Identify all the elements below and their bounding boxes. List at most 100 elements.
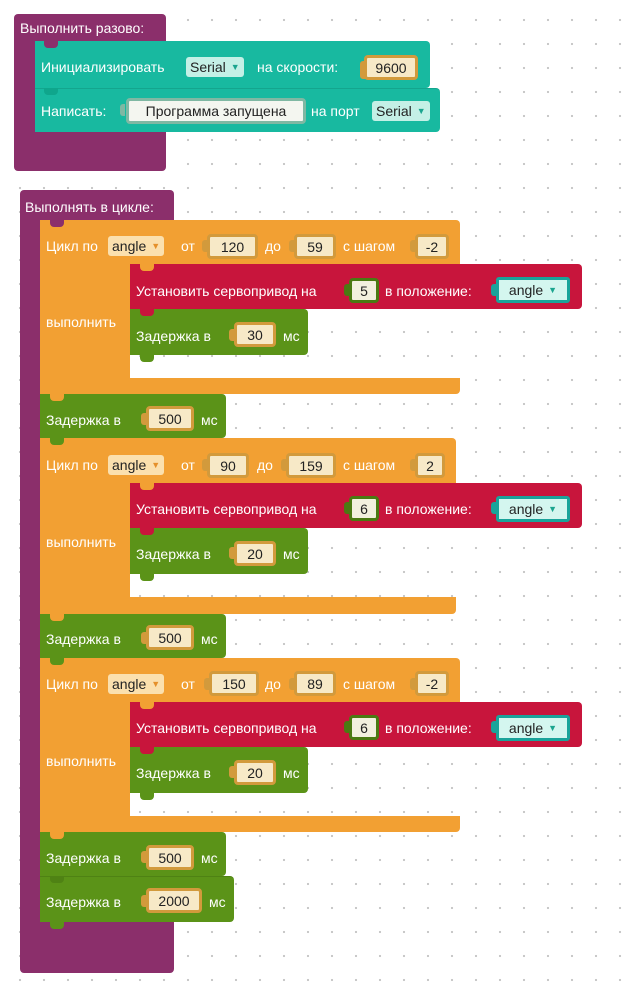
to-value: 159: [299, 457, 323, 474]
from-input[interactable]: 90: [207, 453, 249, 478]
to-label: до: [257, 457, 273, 473]
delay-label: Задержка в: [46, 894, 121, 910]
servo-angle-value: angle: [508, 720, 544, 736]
delay-input[interactable]: 20: [234, 541, 276, 566]
step-value: -2: [425, 238, 439, 255]
loop-var-dropdown[interactable]: angle ▼: [108, 236, 165, 256]
notch: [50, 876, 64, 883]
delay-label: Задержка в: [46, 631, 121, 647]
serial-port-dropdown[interactable]: Serial ▼: [186, 57, 244, 77]
input-nub: [344, 284, 349, 296]
from-label: от: [181, 238, 195, 254]
loop-var-value: angle: [112, 676, 147, 692]
from-input[interactable]: 150: [209, 671, 259, 696]
delay-input[interactable]: 20: [234, 760, 276, 785]
input-nub: [120, 104, 125, 116]
input-nub: [410, 459, 415, 471]
message-text-input[interactable]: Программа запущена: [126, 98, 306, 124]
to-input[interactable]: 59: [294, 234, 336, 259]
delay-label: Задержка в: [136, 328, 211, 344]
step-value: 2: [426, 457, 434, 474]
baud-rate-input[interactable]: 9600: [364, 55, 418, 80]
input-nub: [289, 240, 294, 252]
notch: [140, 483, 154, 490]
notch: [50, 658, 64, 665]
input-nub: [141, 413, 146, 425]
servo-pin-value: 6: [360, 500, 368, 517]
notch: [140, 574, 154, 581]
delay-unit: мс: [201, 850, 218, 866]
write-port-dropdown[interactable]: Serial ▼: [372, 101, 430, 121]
to-label: до: [265, 238, 281, 254]
speed-label: на скорости:: [257, 59, 339, 75]
input-nub: [229, 547, 234, 559]
loop-var-dropdown[interactable]: angle ▼: [108, 674, 165, 694]
delay-input[interactable]: 500: [146, 625, 194, 650]
serial-port-value: Serial: [190, 59, 226, 75]
delay-input[interactable]: 500: [146, 406, 194, 431]
step-value: -2: [425, 675, 439, 692]
input-nub: [141, 851, 146, 863]
from-label: от: [181, 457, 195, 473]
baud-rate-value: 9600: [375, 59, 407, 76]
chevron-down-icon: ▼: [151, 460, 161, 470]
serial-init-label: Инициализировать: [41, 59, 165, 75]
for-label: Цикл по: [46, 676, 98, 692]
delay-input[interactable]: 30: [234, 322, 276, 347]
delay-value: 500: [158, 849, 182, 866]
for-label: Цикл по: [46, 457, 98, 473]
input-nub: [410, 678, 415, 690]
delay-input[interactable]: 2000: [146, 888, 202, 913]
loop-var-dropdown[interactable]: angle ▼: [108, 455, 165, 475]
notch: [140, 747, 154, 754]
to-input[interactable]: 89: [294, 671, 336, 696]
servo-pin-input[interactable]: 6: [349, 496, 379, 521]
message-text-value: Программа запущена: [145, 103, 287, 119]
position-label: в положение:: [385, 720, 472, 736]
servo-angle-value: angle: [508, 282, 544, 298]
do-label: выполнить: [46, 534, 116, 550]
servo-label: Установить сервопривод на: [136, 501, 317, 517]
to-label: до: [265, 676, 281, 692]
input-nub: [289, 678, 294, 690]
write-port-value: Serial: [376, 103, 412, 119]
do-label: выполнить: [46, 753, 116, 769]
notch: [50, 922, 64, 929]
delay-value: 30: [247, 326, 263, 343]
from-input[interactable]: 120: [207, 234, 258, 259]
notch: [140, 264, 154, 271]
step-input[interactable]: -2: [415, 671, 449, 696]
delay-unit: мс: [209, 894, 226, 910]
servo-angle-dropdown[interactable]: angle ▼: [496, 496, 570, 522]
delay-block[interactable]: [40, 394, 226, 438]
servo-pin-value: 5: [360, 282, 368, 299]
to-input[interactable]: 159: [286, 453, 336, 478]
delay-value: 20: [247, 545, 263, 562]
chevron-down-icon: ▼: [151, 241, 161, 251]
input-nub: [344, 721, 349, 733]
delay-unit: мс: [201, 631, 218, 647]
servo-angle-dropdown[interactable]: angle ▼: [496, 277, 570, 303]
delay-label: Задержка в: [136, 765, 211, 781]
position-label: в положение:: [385, 501, 472, 517]
delay-block[interactable]: [130, 528, 308, 574]
step-input[interactable]: -2: [415, 234, 449, 259]
delay-block[interactable]: [130, 309, 308, 355]
serial-write-label: Написать:: [41, 103, 107, 119]
delay-value: 20: [247, 764, 263, 781]
delay-block[interactable]: [40, 614, 226, 658]
input-nub: [344, 502, 349, 514]
delay-block[interactable]: [40, 832, 226, 876]
step-label: с шагом: [343, 238, 396, 254]
servo-angle-dropdown[interactable]: angle ▼: [496, 715, 570, 741]
servo-pin-input[interactable]: 6: [349, 715, 379, 740]
servo-pin-input[interactable]: 5: [349, 278, 379, 303]
step-input[interactable]: 2: [415, 453, 445, 478]
from-value: 120: [220, 238, 245, 255]
delay-block[interactable]: [130, 747, 308, 793]
input-nub: [410, 240, 415, 252]
delay-input[interactable]: 500: [146, 845, 194, 870]
step-label: с шагом: [343, 676, 396, 692]
notch: [44, 88, 58, 95]
step-label: с шагом: [343, 457, 396, 473]
